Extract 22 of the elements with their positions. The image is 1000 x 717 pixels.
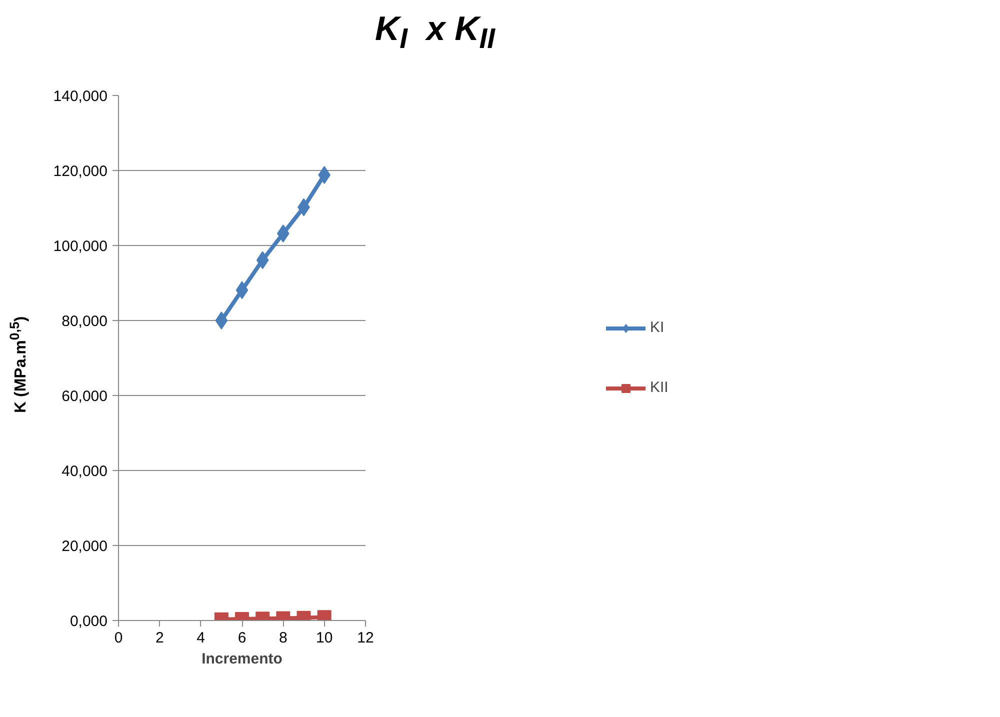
legend-label: KI bbox=[650, 319, 666, 336]
x-tick-label: 0 bbox=[114, 630, 123, 646]
x-tick-label: 2 bbox=[155, 630, 164, 646]
y-tick-label: 40,000 bbox=[62, 463, 108, 480]
text: K$_{I}$ x K$_{II}$ bbox=[374, 9, 496, 57]
x-tick-label: 8 bbox=[278, 630, 288, 646]
y-tick-label: 20,000 bbox=[62, 538, 108, 555]
x-tick-label: 12 bbox=[357, 630, 374, 646]
y-tick-label: 100,000 bbox=[53, 238, 108, 255]
y-tick-label: 0,000 bbox=[70, 613, 108, 630]
x-tick-label: 6 bbox=[238, 630, 246, 646]
point bbox=[215, 312, 228, 330]
point bbox=[236, 281, 248, 300]
y-tick-label: 60,000 bbox=[62, 388, 108, 405]
x-axis-title: Incremento bbox=[202, 650, 282, 668]
point bbox=[256, 251, 269, 270]
y-tick-label: 120,000 bbox=[53, 163, 108, 180]
y-tick-label: 80,000 bbox=[62, 313, 108, 330]
x-tick-label: 10 bbox=[316, 630, 333, 646]
legend-label: KII bbox=[650, 379, 670, 396]
x-tick-label: 4 bbox=[196, 630, 206, 646]
y-tick-label: 140,000 bbox=[53, 88, 108, 105]
